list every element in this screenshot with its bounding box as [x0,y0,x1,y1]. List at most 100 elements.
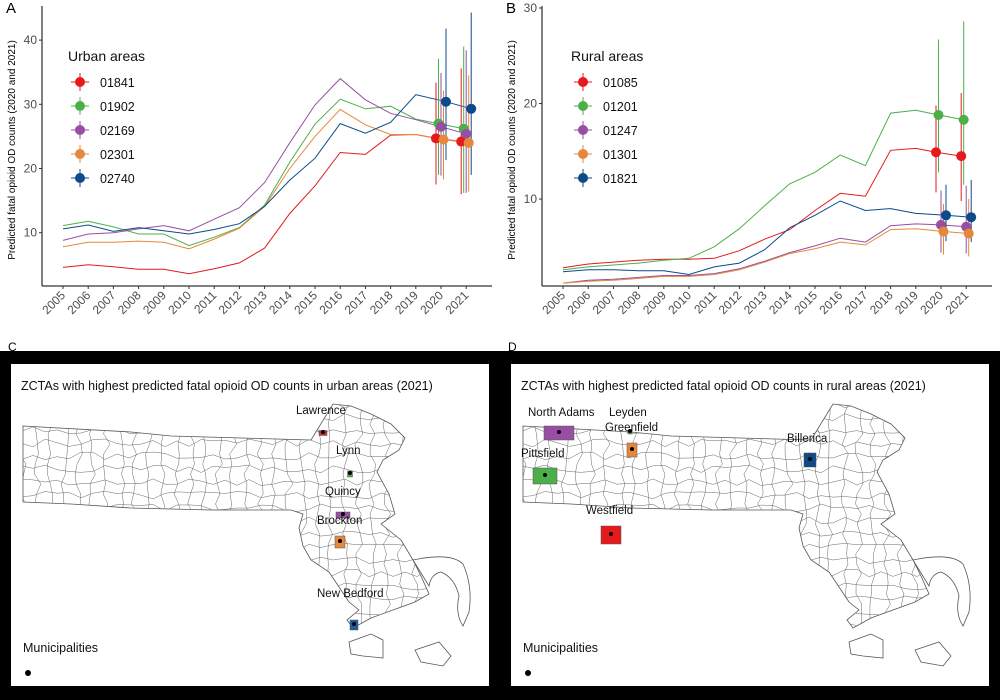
zcta-boundary [23,620,429,628]
zcta-boundary [523,620,929,628]
legend-label: 02301 [100,148,135,162]
x-tick-label: 2018 [867,288,896,317]
place-label: Greenfield [605,422,658,434]
legend-key-point [578,149,588,159]
municipality-dot [630,447,634,451]
zcta-boundary [88,404,97,625]
zcta-boundary [523,438,929,448]
x-tick-label: 2021 [443,288,472,317]
zcta-boundary [574,404,583,625]
x-tick-label: 2013 [741,288,770,317]
legend-label: 01201 [603,100,638,114]
x-tick-label: 2020 [917,288,946,317]
legend-title: Rural areas [571,48,643,64]
municipality-dot [609,532,613,536]
x-tick-label: 2021 [943,288,972,317]
map-legend-dot [25,670,31,676]
zcta-boundary [23,404,429,409]
y-axis-label: Predicted fatal opioid OD counts (2020 a… [7,40,18,260]
point-01821-2021 [966,212,977,223]
point-01841-2020 [431,133,441,144]
x-tick-label: 2012 [216,288,245,317]
zcta-boundary [382,404,392,625]
map-legend-dot [525,670,531,676]
zcta-boundary [23,438,429,448]
y-tick-label: 30 [24,97,38,111]
legend-label: 01902 [100,100,135,114]
x-tick-label: 2014 [766,288,795,317]
point-02740-2021 [466,103,477,114]
x-tick-label: 2006 [65,288,94,317]
zcta-boundary [144,404,153,625]
x-tick-label: 2016 [317,288,346,317]
x-tick-label: 2008 [115,288,144,317]
zcta-boundary [23,490,429,500]
series-line-01085 [562,147,962,269]
municipality-dot [557,430,561,434]
point-01301-2021 [963,228,974,239]
x-tick-label: 2014 [266,288,295,317]
zcta-boundary [23,464,429,474]
x-tick-label: 2010 [165,288,194,317]
point-01841-2021 [456,136,467,147]
point-01085-2021 [956,151,967,162]
y-tick-label: 30 [524,1,538,15]
y-tick-label: 40 [24,33,38,47]
point-02301-2020 [438,134,449,145]
place-label: Westfield [586,505,633,517]
point-01201-2021 [958,114,969,125]
x-tick-label: 2009 [640,288,669,317]
map-legend-label: Municipalities [23,641,98,655]
y-tick-label: 10 [24,226,38,240]
map-legend-label: Municipalities [523,641,598,655]
legend-key-point [578,173,588,183]
zcta-boundary [341,404,349,625]
place-label: New Bedford [317,588,383,600]
y-tick-label: 20 [24,162,38,176]
series-line-01247 [562,223,967,284]
zcta-boundary [523,490,929,500]
x-tick-label: 2015 [291,288,320,317]
chart-rural-areas: Predicted fatal opioid OD counts (2020 a… [507,1,992,317]
zcta-boundary [23,477,429,486]
municipality-dot [321,430,325,434]
municipality-dot [338,539,342,543]
point-02740-2020 [441,96,451,107]
series-line-02169 [62,77,467,241]
map-urban-frame: ZCTAs with highest predicted fatal opioi… [0,351,500,700]
municipality-dot [543,473,547,477]
legend-label: 01085 [603,76,638,90]
state-outline [522,403,930,629]
place-label: Brockton [317,515,362,527]
cape-cod-outline [912,556,971,627]
y-tick-label: 20 [524,97,538,111]
zcta-boundary [130,404,140,625]
zcta-boundary [117,404,126,625]
place-label: Lawrence [296,405,346,417]
zcta-boundary [523,464,929,474]
place-label: Pittsfield [521,448,564,460]
x-tick-label: 2010 [665,288,694,317]
zcta-boundary [854,404,864,625]
panel-letter-d: D [508,340,517,354]
map-title: ZCTAs with highest predicted fatal opioi… [21,379,433,393]
point-01821-2020 [941,210,951,221]
place-label: North Adams [528,407,595,419]
x-tick-label: 2019 [892,288,921,317]
point-01085-2020 [931,147,941,158]
series-line-01902 [62,98,464,247]
legend-label: 02740 [100,172,135,186]
zcta-boundary [841,404,849,625]
x-tick-label: 2011 [191,288,219,316]
legend-label: 01841 [100,76,135,90]
zcta-boundary [882,404,892,625]
legend-key-point [75,149,85,159]
x-tick-label: 2013 [241,288,270,317]
panel-letter-c: C [8,340,17,354]
place-label: Billerica [787,433,828,445]
x-tick-label: 2008 [615,288,644,317]
zcta-boundary [23,451,429,461]
y-tick-label: 10 [524,192,538,206]
zcta-boundary [868,404,877,625]
x-tick-label: 2006 [565,288,594,317]
